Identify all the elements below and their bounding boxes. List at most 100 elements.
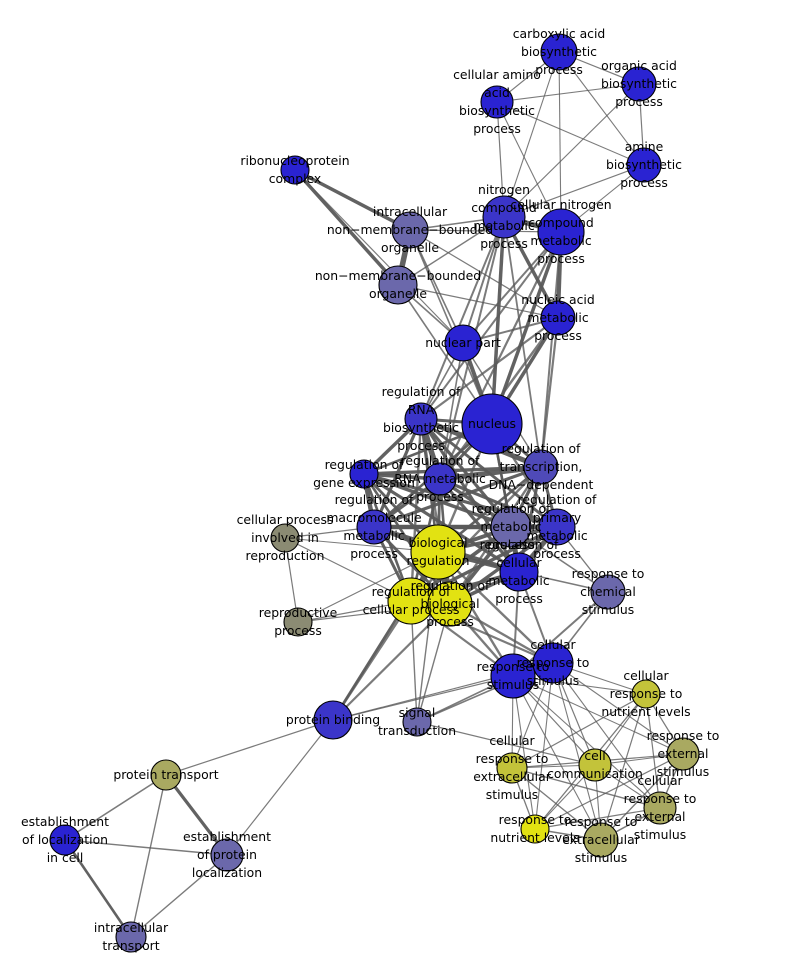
network-node-label: nitrogen compound metabolic process (471, 182, 536, 251)
network-node-label: reproductive process (259, 605, 338, 638)
network-node[interactable] (404, 402, 438, 436)
network-node[interactable] (590, 574, 626, 610)
network-node[interactable] (115, 921, 147, 953)
network-edge (512, 675, 684, 755)
network-edge (130, 774, 167, 938)
network-node[interactable] (410, 524, 466, 580)
network-node-label: response to nutrient levels (490, 812, 579, 845)
network-node[interactable] (621, 66, 657, 102)
network-edge (539, 317, 560, 468)
network-node[interactable] (378, 265, 418, 305)
network-node[interactable] (349, 459, 379, 489)
network-node[interactable] (532, 642, 574, 684)
network-edge (503, 164, 645, 218)
network-node[interactable] (423, 462, 457, 496)
network-edge (294, 169, 464, 344)
network-node-label: establishment of protein localization (183, 829, 271, 880)
network-node[interactable] (461, 393, 523, 455)
network-node[interactable] (496, 752, 528, 784)
network-node[interactable] (402, 707, 432, 737)
network-node[interactable] (391, 211, 429, 249)
network-node[interactable] (490, 506, 532, 548)
network-node[interactable] (356, 509, 392, 545)
network-edge (496, 101, 562, 233)
network-node[interactable] (150, 759, 182, 791)
network-edge (373, 465, 542, 529)
network-node-label: organic acid biosynthetic process (601, 58, 677, 109)
network-node-label: intracellular non−membrane−bounded organel… (327, 204, 493, 255)
network-node[interactable] (523, 449, 559, 485)
network-node-label: cellular response to external stimulus (624, 773, 697, 842)
network-node-label: response to chemical stimulus (572, 566, 645, 617)
network-node[interactable] (540, 300, 576, 336)
network-node-label: response to external stimulus (647, 728, 720, 779)
network-edge (420, 216, 505, 420)
network-node-label: cell communication (547, 748, 643, 781)
network-node-label: regulation of primary metabolic process (518, 492, 597, 561)
network-node[interactable] (666, 737, 700, 771)
network-edge (420, 317, 559, 420)
network-node-label: regulation of RNA metabolic process (394, 453, 486, 504)
network-edge (534, 662, 554, 830)
network-node[interactable] (540, 33, 578, 71)
network-node-label: nuclear part (425, 335, 501, 350)
network-node-label: amine biosynthetic process (606, 139, 682, 190)
label-layer: carboxylic acid biosynthetic process organi… (21, 26, 719, 953)
network-edge (363, 472, 512, 529)
network-node[interactable] (499, 552, 539, 592)
network-node-label: regulation of RNA biosynthetic process (382, 384, 461, 453)
network-node-label: regulation of gene expression (313, 457, 415, 490)
network-node[interactable] (49, 824, 81, 856)
network-edge (409, 229, 562, 233)
network-edge (552, 662, 602, 841)
network-edge (416, 551, 439, 723)
network-edge (332, 603, 451, 721)
network-node-label: establishment of localization in cell (21, 814, 109, 865)
network-node[interactable] (537, 208, 585, 256)
network-edge (416, 721, 596, 766)
network-node-label: regulation of metabolic process (472, 501, 551, 552)
network-node[interactable] (270, 523, 300, 553)
network-edge (462, 216, 505, 344)
network-node[interactable] (283, 607, 313, 637)
network-node[interactable] (538, 508, 576, 546)
network-node-label: non−membrane−bounded organelle (315, 268, 481, 301)
network-edge (331, 600, 413, 721)
network-edge (439, 231, 562, 480)
network-node-label: ribonucleoprotein complex (240, 153, 349, 186)
network-node[interactable] (520, 814, 550, 844)
network-node-label: cellular process involved in reproduction (237, 512, 334, 563)
network-node-label: carboxylic acid biosynthetic process (513, 26, 606, 77)
network-edge (540, 231, 562, 468)
network-node[interactable] (427, 581, 473, 627)
network-node[interactable] (280, 155, 310, 185)
network-node-label: response to extracellular stimulus (562, 814, 640, 865)
network-edge (409, 418, 423, 602)
network-node[interactable] (313, 700, 353, 740)
network-edge (558, 51, 645, 166)
network-node[interactable] (626, 147, 662, 183)
network-node-label: nucleus (468, 416, 516, 431)
network-node[interactable] (480, 85, 514, 119)
network-edge (534, 753, 684, 830)
network-node[interactable] (631, 679, 661, 709)
network-node[interactable] (482, 195, 526, 239)
network-edge (63, 839, 133, 938)
network-node[interactable] (578, 748, 612, 782)
network-node[interactable] (444, 324, 482, 362)
network-node-label: cellular response to stimulus (517, 637, 590, 688)
network-edge (511, 767, 661, 809)
network-node-label: protein transport (113, 767, 218, 782)
network-node[interactable] (210, 838, 244, 872)
network-edge (512, 675, 536, 830)
network-node[interactable] (583, 822, 619, 858)
network-node-label: regulation of cellular metabolic process (480, 537, 559, 606)
network-node-label: cellular response to nutrient levels (601, 668, 690, 719)
network-edge (552, 662, 684, 755)
network-edge (496, 101, 645, 166)
network-edge (397, 284, 559, 319)
network-edge (558, 51, 562, 233)
network-node[interactable] (490, 653, 536, 699)
network-node[interactable] (643, 791, 677, 825)
